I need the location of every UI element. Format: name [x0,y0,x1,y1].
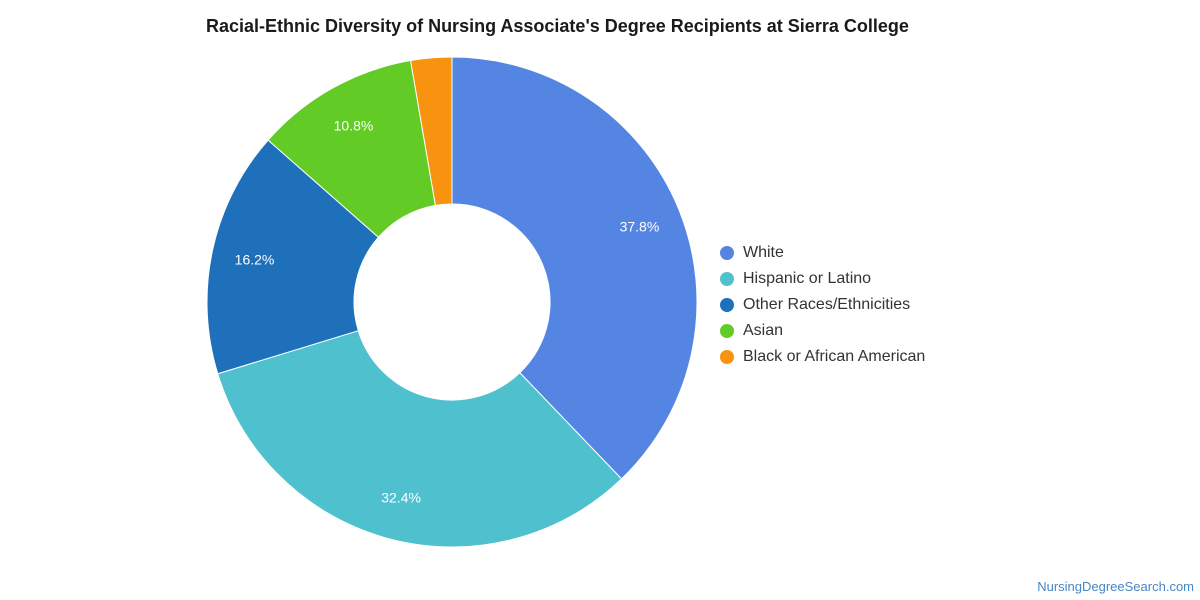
chart-title: Racial-Ethnic Diversity of Nursing Assoc… [206,16,909,36]
legend-marker [720,246,734,260]
legend-item[interactable]: Black or African American [720,344,925,370]
site-credit-link[interactable]: NursingDegreeSearch.com [1037,579,1194,594]
slice-black-or-african-american[interactable] [410,56,453,206]
legend-item[interactable]: Hispanic or Latino [720,266,925,292]
legend-label: Hispanic or Latino [743,270,872,287]
legend-marker [720,350,734,364]
legend-label: Asian [743,322,784,339]
slice-white[interactable] [451,56,698,480]
legend-marker [720,324,734,338]
data-label: 32.4% [381,489,421,505]
data-label: 10.8% [334,118,374,134]
legend-marker [720,272,734,286]
slice-other-races-ethnicities[interactable] [206,139,380,375]
legend-label: White [743,244,784,261]
data-label: 16.2% [235,251,275,267]
chart-legend: White Hispanic or Latino Other Races/Ethni… [720,240,925,370]
legend-item[interactable]: Asian [720,318,925,344]
legend-label: Other Races/Ethnicities [743,296,911,313]
legend-item[interactable]: Other Races/Ethnicities [720,292,925,318]
slice-hispanic-or-latino[interactable] [217,330,623,548]
legend-marker [720,298,734,312]
legend-item[interactable]: White [720,240,925,266]
legend-label: Black or African American [743,348,926,365]
data-label: 37.8% [620,219,660,235]
